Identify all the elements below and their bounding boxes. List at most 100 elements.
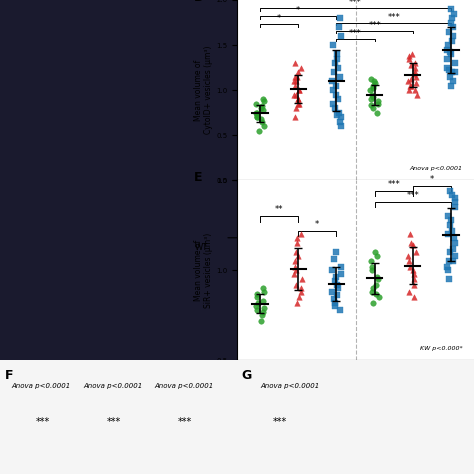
- Point: [337, 263, 345, 270]
- Point: [445, 275, 453, 283]
- Point: [445, 257, 453, 265]
- Point: [260, 288, 268, 296]
- Point: [331, 302, 338, 310]
- Point: [337, 14, 344, 22]
- Text: YAP⁻: YAP⁻: [398, 243, 418, 252]
- Point: [297, 284, 305, 292]
- Point: [411, 68, 419, 76]
- Point: [260, 308, 267, 315]
- Point: [337, 122, 344, 130]
- Point: [410, 266, 417, 274]
- Point: [252, 109, 260, 117]
- Point: [445, 66, 453, 74]
- Text: Anova p<0.0001: Anova p<0.0001: [83, 383, 142, 389]
- Point: [295, 86, 303, 94]
- Point: [292, 248, 300, 256]
- Text: WT: WT: [195, 423, 208, 432]
- Text: *: *: [277, 14, 281, 23]
- Point: [369, 284, 376, 292]
- Y-axis label: Mean volume of
CytoID+ vesicles (μm³): Mean volume of CytoID+ vesicles (μm³): [194, 46, 213, 134]
- Point: [368, 91, 375, 99]
- Point: [295, 100, 303, 108]
- Text: KW p<0.000*: KW p<0.000*: [419, 346, 462, 351]
- Point: [330, 255, 338, 263]
- Point: [446, 221, 454, 229]
- Text: ***: ***: [36, 417, 50, 427]
- Point: [298, 275, 306, 283]
- Text: ***: ***: [273, 417, 287, 427]
- Point: [405, 257, 413, 265]
- Point: [447, 73, 454, 81]
- Text: ***: ***: [387, 13, 400, 22]
- Point: [292, 113, 299, 121]
- Point: [337, 32, 345, 40]
- Point: [374, 100, 382, 108]
- Point: [448, 37, 456, 45]
- Point: [450, 23, 457, 31]
- Point: [367, 75, 375, 83]
- Text: ***: ***: [107, 417, 121, 427]
- Text: *: *: [296, 6, 301, 15]
- Point: [449, 77, 457, 85]
- Point: [448, 68, 456, 76]
- Point: [333, 82, 340, 90]
- Point: [333, 273, 340, 281]
- Point: [331, 299, 338, 306]
- Point: [412, 73, 419, 81]
- Point: [259, 297, 266, 305]
- Point: [292, 281, 300, 288]
- Point: [292, 73, 299, 81]
- Point: [447, 5, 455, 13]
- Point: [334, 95, 342, 103]
- Text: ***: ***: [387, 180, 400, 189]
- Point: [451, 59, 458, 67]
- Point: [451, 68, 459, 76]
- Point: [329, 86, 337, 94]
- Text: ***: ***: [368, 21, 381, 30]
- Point: [411, 59, 419, 67]
- Point: [329, 100, 337, 108]
- Point: [293, 73, 301, 81]
- Point: [368, 263, 376, 270]
- Point: [337, 73, 344, 81]
- Point: [408, 50, 415, 58]
- Point: [368, 266, 376, 274]
- Point: [336, 109, 343, 117]
- Point: [291, 257, 298, 265]
- Point: [291, 263, 299, 270]
- Point: [259, 95, 267, 103]
- Point: [405, 52, 413, 60]
- Point: [255, 127, 263, 135]
- Point: [451, 239, 459, 247]
- Point: [331, 59, 338, 67]
- Point: [410, 270, 418, 278]
- Point: [406, 82, 414, 90]
- Text: Anova p<0.0001: Anova p<0.0001: [261, 383, 320, 389]
- Point: [371, 248, 378, 256]
- Point: [370, 77, 377, 85]
- Point: [405, 288, 412, 296]
- Text: *: *: [430, 175, 434, 184]
- Text: YAP⁻: YAP⁻: [398, 423, 418, 432]
- Point: [444, 41, 451, 49]
- Point: [370, 93, 377, 101]
- Point: [333, 55, 340, 63]
- Point: [295, 86, 303, 94]
- Text: Anova p<0.0001: Anova p<0.0001: [154, 383, 213, 389]
- Point: [333, 292, 340, 299]
- Point: [407, 82, 415, 90]
- Point: [446, 28, 453, 36]
- Point: [413, 91, 421, 99]
- Point: [369, 104, 376, 112]
- Point: [331, 104, 338, 112]
- Point: [257, 317, 265, 324]
- Point: [257, 115, 264, 123]
- Text: E: E: [194, 171, 203, 184]
- Point: [260, 304, 267, 312]
- Point: [406, 86, 413, 94]
- Point: [407, 263, 414, 270]
- Point: [254, 113, 261, 121]
- Point: [444, 263, 451, 270]
- Point: [369, 82, 377, 90]
- Point: [334, 281, 341, 288]
